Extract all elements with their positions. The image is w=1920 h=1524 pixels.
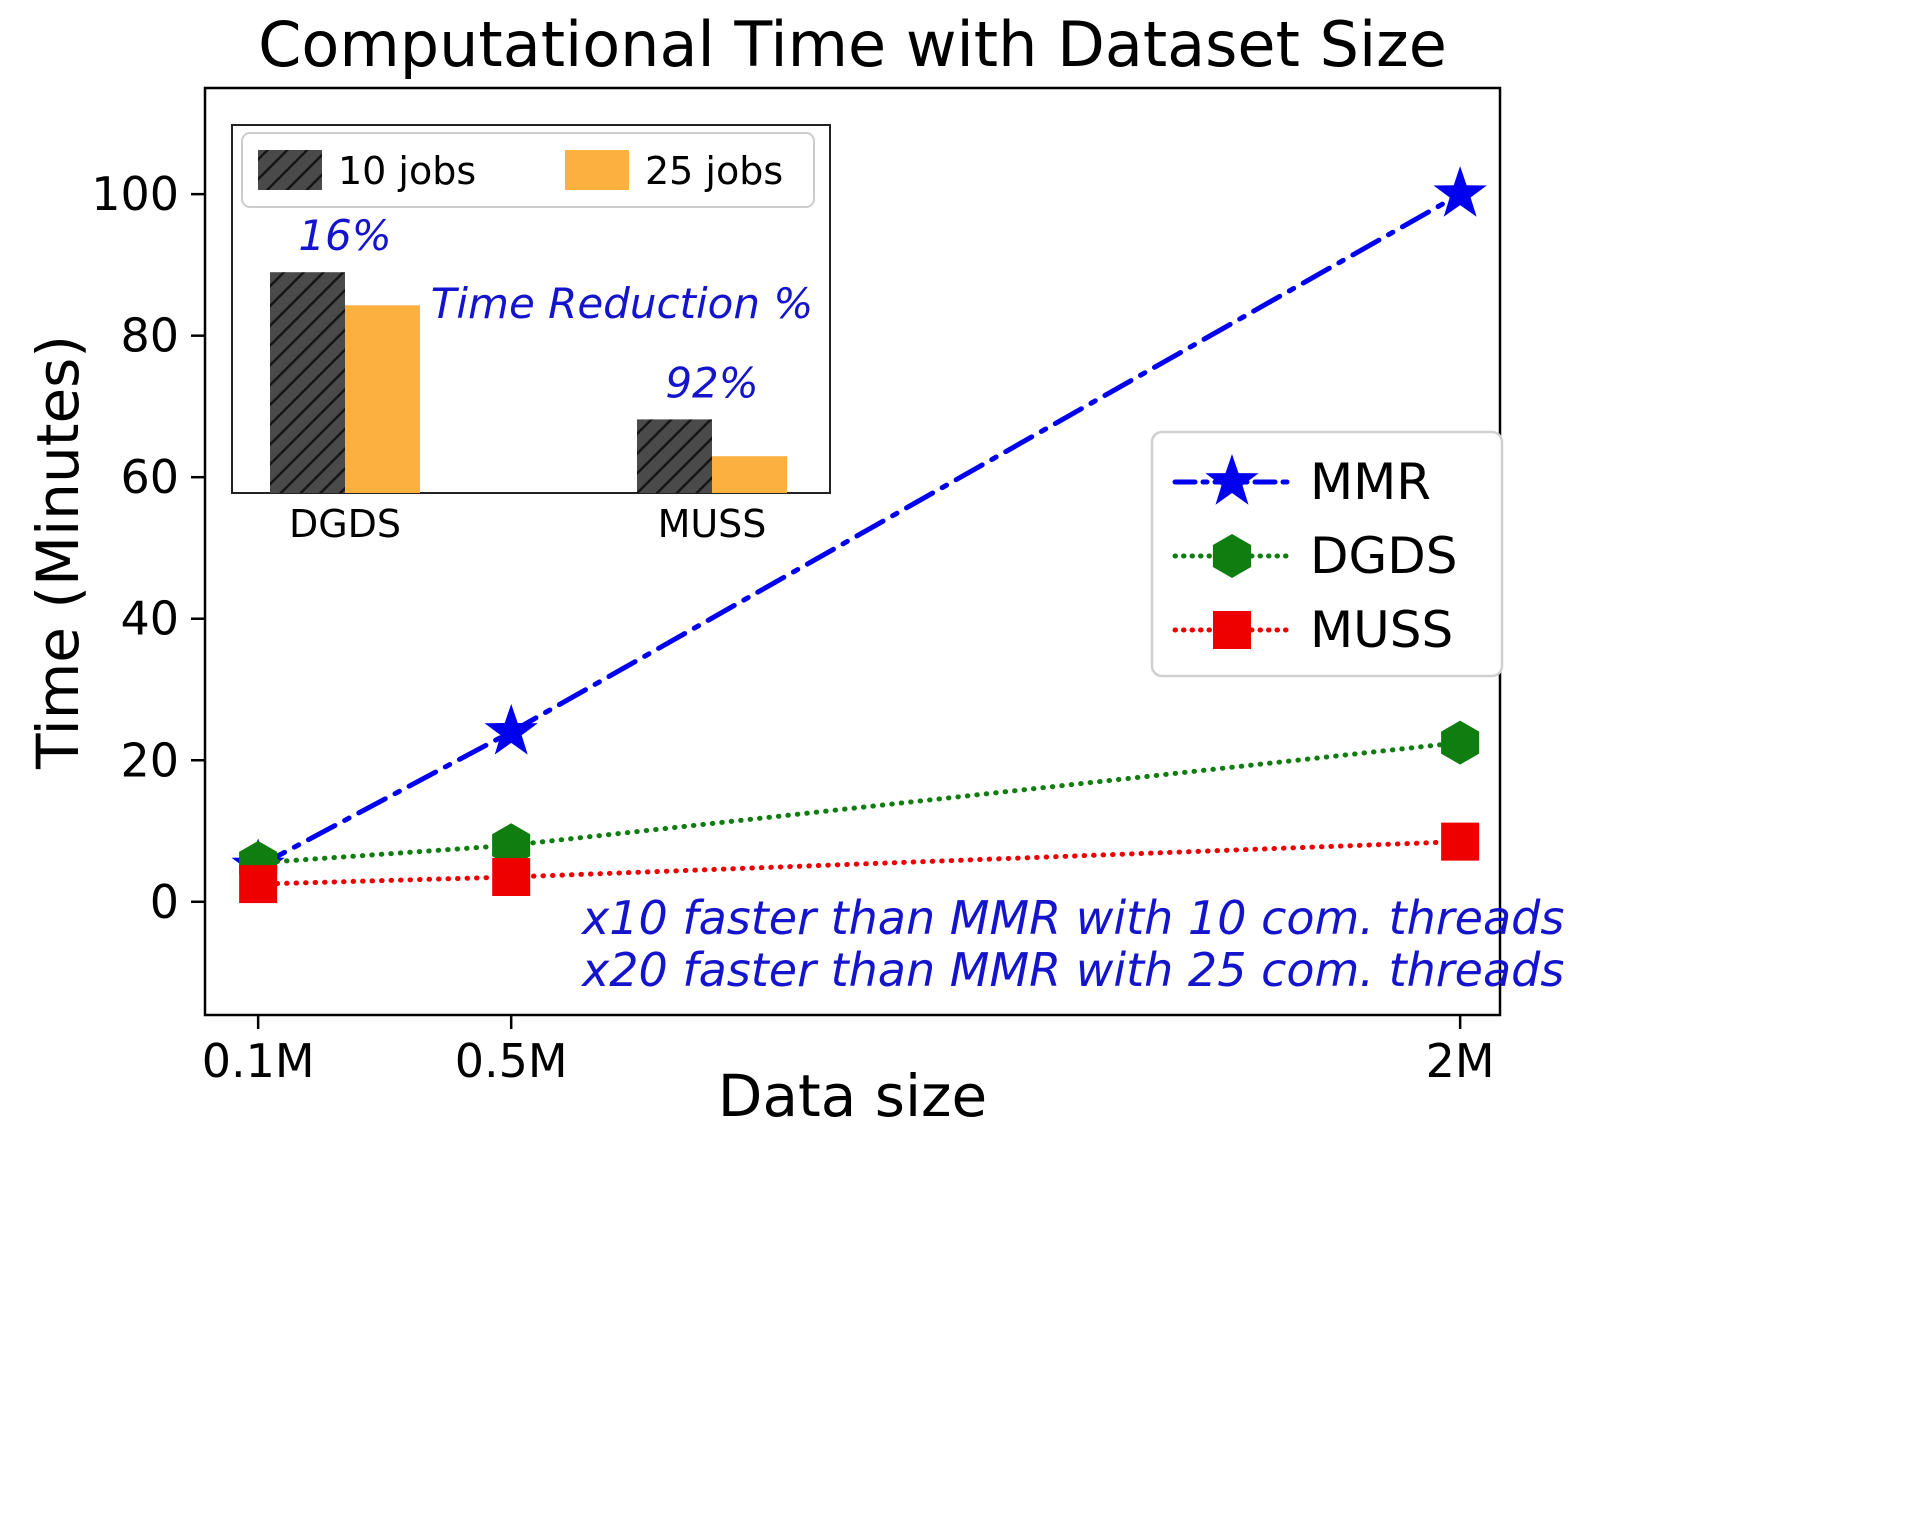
inset-bar-dgds-10jobs: [270, 272, 345, 493]
x-tick-label: 0.5M: [455, 1034, 568, 1088]
inset-legend-box: [241, 132, 815, 208]
legend-label-muss: MUSS: [1310, 601, 1453, 659]
inset-legend-swatch-10jobs: [258, 150, 322, 190]
inset-category-label: MUSS: [658, 502, 767, 546]
dgds-marker: [492, 823, 531, 868]
mmr-marker: [484, 703, 538, 755]
y-tick-label: 20: [120, 733, 179, 787]
legend-marker-dgds: [1212, 534, 1252, 578]
legend-label-mmr: MMR: [1310, 453, 1431, 511]
legend-marker-mmr: [1205, 454, 1259, 505]
y-tick-label: 0: [150, 875, 179, 929]
x-tick-label: 2M: [1426, 1034, 1495, 1088]
y-tick-label: 60: [120, 450, 179, 504]
muss-marker: [239, 865, 278, 904]
inset-note: Time Reduction %: [431, 279, 814, 328]
inset-percent-label: 16%: [298, 211, 391, 260]
inset-category-label: DGDS: [289, 502, 401, 546]
legend-marker-muss: [1213, 611, 1251, 649]
dgds-line: [255, 740, 1463, 866]
inset-legend-label-10jobs: 10 jobs: [338, 149, 476, 193]
y-axis-label: Time (Minutes): [24, 335, 92, 769]
muss-marker: [492, 858, 531, 897]
legend-label-dgds: DGDS: [1310, 527, 1458, 585]
x-tick-label: 0.1M: [202, 1034, 315, 1088]
chart-title: Computational Time with Dataset Size: [258, 8, 1447, 81]
inset-percent-label: 92%: [665, 358, 758, 407]
y-tick-label: 100: [91, 167, 179, 221]
x-axis-label: Data size: [717, 1062, 988, 1130]
mmr-marker: [1433, 166, 1487, 217]
inset-legend-swatch-25jobs: [565, 150, 629, 190]
speedup-note-2: x20 faster than MMR with 25 com. threads: [580, 943, 1564, 997]
y-tick-label: 40: [120, 592, 179, 646]
inset-bar-muss-10jobs: [637, 419, 712, 493]
speedup-note-1: x10 faster than MMR with 10 com. threads: [580, 891, 1564, 945]
inset-bar-dgds-25jobs: [345, 305, 420, 493]
muss-line: [255, 839, 1463, 887]
y-tick-label: 80: [120, 309, 179, 363]
muss-marker: [1441, 822, 1480, 861]
dgds-marker: [1441, 720, 1480, 765]
inset-bar-muss-25jobs: [712, 456, 787, 493]
inset-legend-label-25jobs: 25 jobs: [645, 149, 783, 193]
